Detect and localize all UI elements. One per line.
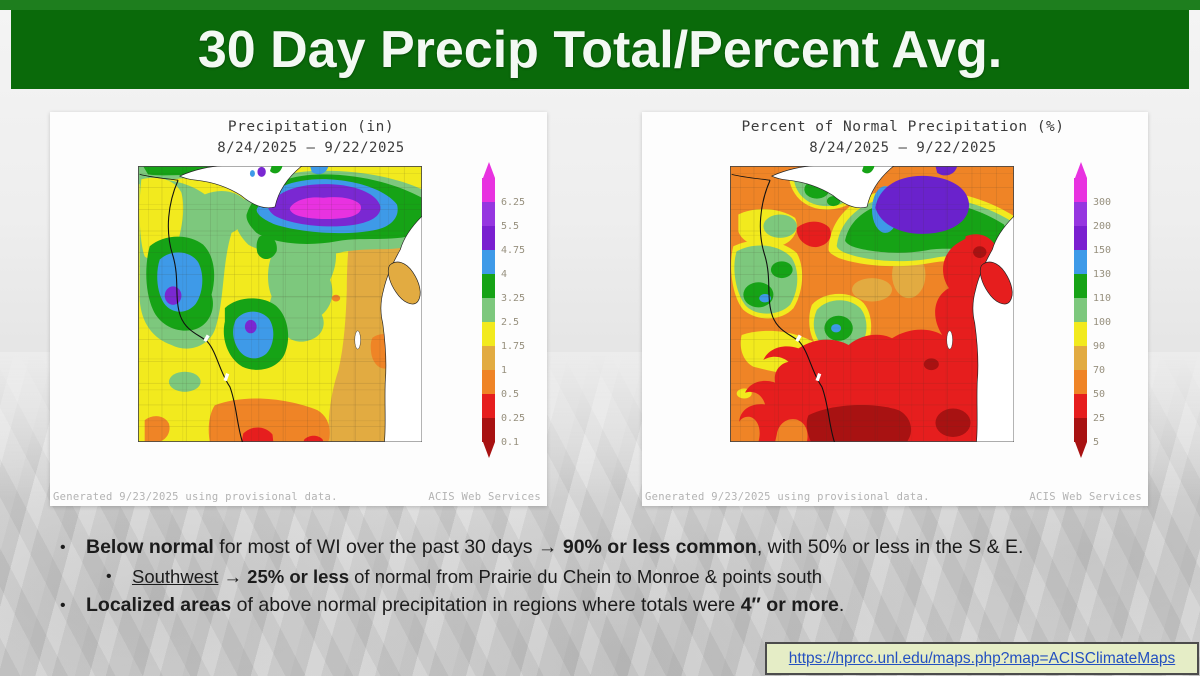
map-footer-generated: Generated 9/23/2025 using provisional da… [645, 491, 930, 503]
bullet-text: Localized areas of above normal precipit… [86, 594, 845, 616]
bullet-item: • Below normal for most of WI over the p… [60, 533, 1170, 562]
source-url-link[interactable]: https://hprcc.unl.edu/maps.php?map=ACISC… [788, 649, 1176, 667]
bullet-list: • Below normal for most of WI over the p… [60, 533, 1170, 620]
bullet-text: Southwest → 25% or less of normal from P… [132, 566, 823, 587]
slide-title: 30 Day Precip Total/Percent Avg. [197, 20, 1003, 79]
map-footer-generated: Generated 9/23/2025 using provisional da… [53, 491, 338, 503]
bullet-item-sub: • Southwest → 25% or less of normal from… [106, 562, 1170, 591]
map-footer-acis: ACIS Web Services [1029, 491, 1142, 503]
bullet-glyph: • [60, 539, 66, 556]
source-link-box: https://hprcc.unl.edu/maps.php?map=ACISC… [765, 642, 1199, 675]
map-title: Percent of Normal Precipitation (%) [741, 119, 1065, 135]
map-date-range: 8/24/2025 – 9/22/2025 [217, 140, 405, 156]
percent-color-scale: 300 200 150 130 110 100 90 70 50 25 5 [1074, 162, 1111, 458]
map-footer-acis: ACIS Web Services [428, 491, 541, 503]
precip-map-card: Precipitation (in) 8/24/2025 – 9/22/2025 [50, 112, 547, 506]
bullet-item: • Localized areas of above normal precip… [60, 591, 1170, 620]
bullet-text: Below normal for most of WI over the pas… [86, 536, 1024, 558]
map-date-range: 8/24/2025 – 9/22/2025 [809, 140, 997, 156]
top-green-strip [0, 0, 1200, 10]
precip-color-scale: 6.25 5.5 4.75 4 3.25 2.5 1.75 1 0.5 0.25 0.1 [482, 162, 525, 458]
wisconsin-precipitation-map [138, 166, 422, 442]
bullet-glyph: • [106, 568, 112, 585]
bullet-glyph: • [60, 597, 66, 614]
percent-normal-map-card: Percent of Normal Precipitation (%) 8/24… [642, 112, 1148, 506]
wisconsin-percent-normal-map [730, 166, 1014, 442]
title-banner: 30 Day Precip Total/Percent Avg. [11, 10, 1189, 89]
map-title: Precipitation (in) [227, 119, 395, 135]
